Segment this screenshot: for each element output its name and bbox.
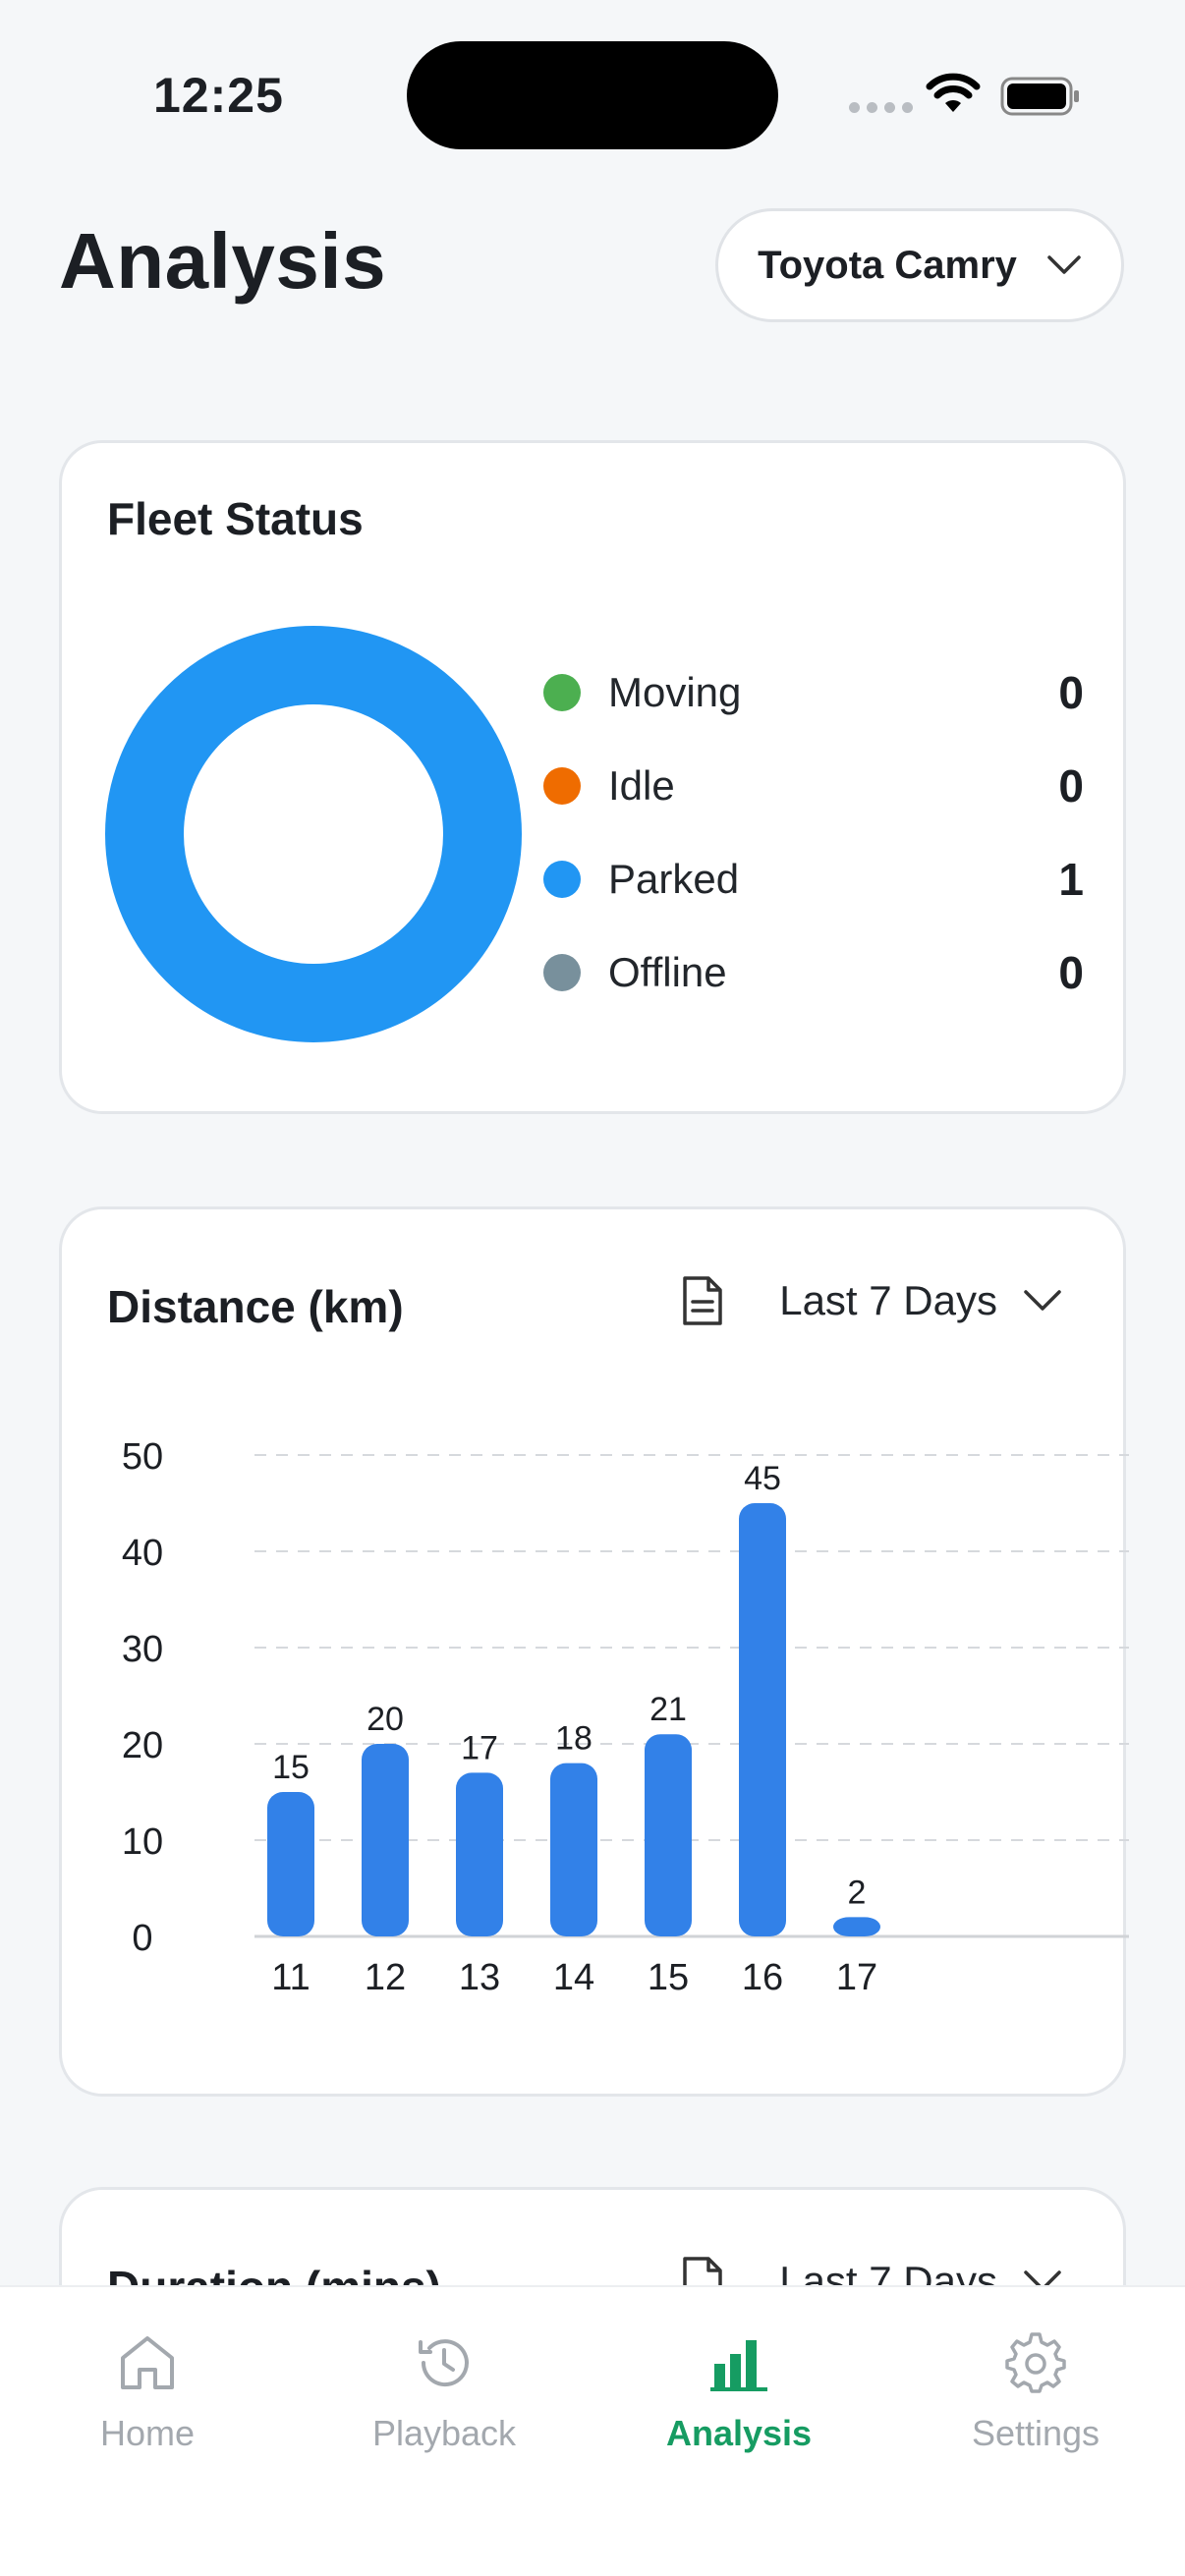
document-icon[interactable] <box>681 1274 724 1327</box>
bar-16 <box>739 1503 786 1936</box>
bar-value-label: 45 <box>744 1460 781 1497</box>
offline-status-dot <box>543 953 581 991</box>
wifi-icon <box>926 73 981 112</box>
bar-value-label: 21 <box>649 1691 687 1728</box>
parked-status-dot <box>543 860 581 898</box>
idle-status-dot <box>543 766 581 805</box>
x-tick-label: 14 <box>553 1957 594 1998</box>
tab-label: Settings <box>971 2413 1100 2453</box>
legend-value: 1 <box>1058 853 1084 905</box>
legend-row-moving: Moving 0 <box>543 645 1094 739</box>
donut-segment-parked <box>105 626 522 1042</box>
moving-status-dot <box>543 673 581 711</box>
x-tick-label: 16 <box>742 1957 783 1998</box>
fleet-legend: Moving 0 Idle 0 Parked 1 Offline 0 <box>543 645 1094 1019</box>
x-tick-label: 11 <box>271 1957 310 1998</box>
legend-row-idle: Idle 0 <box>543 739 1094 832</box>
bar-value-label: 17 <box>461 1729 498 1766</box>
bottom-tab-bar: Home Playback Analysis Settin <box>0 2285 1185 2576</box>
vehicle-name: Toyota Camry <box>758 243 1017 287</box>
bar-chart-icon <box>710 2340 767 2391</box>
tab-label: Analysis <box>665 2413 813 2453</box>
fleet-status-title: Fleet Status <box>107 493 364 544</box>
legend-value: 0 <box>1058 666 1084 718</box>
y-tick-label: 40 <box>122 1533 163 1574</box>
legend-label: Moving <box>608 668 742 715</box>
x-tick-label: 15 <box>648 1957 689 1998</box>
page-title: Analysis <box>59 217 387 305</box>
legend-value: 0 <box>1058 759 1084 812</box>
fleet-donut-chart <box>105 626 522 1042</box>
x-tick-label: 17 <box>836 1957 877 1998</box>
bar-14 <box>550 1763 597 1936</box>
distance-range-selector[interactable]: Last 7 Days <box>681 1274 1062 1327</box>
legend-label: Parked <box>608 855 740 902</box>
status-time: 12:25 <box>153 68 284 123</box>
bar-value-label: 15 <box>272 1749 310 1786</box>
dynamic-island <box>407 41 778 149</box>
bar-15 <box>645 1734 692 1936</box>
bar-12 <box>362 1744 409 1936</box>
distance-card: 0 10 20 30 40 50 15 11 20 12 17 13 18 14 21 15 45 16 2 17 D… <box>59 1206 1129 2097</box>
x-tick-label: 12 <box>365 1957 406 1998</box>
legend-row-parked: Parked 1 <box>543 832 1094 925</box>
tab-analysis[interactable]: Analysis <box>592 2330 886 2454</box>
tab-label: Home <box>99 2413 196 2453</box>
legend-label: Offline <box>608 948 727 995</box>
tab-home[interactable]: Home <box>0 2330 295 2454</box>
home-icon <box>121 2336 174 2389</box>
chevron-down-icon <box>1047 255 1081 274</box>
signal-icon <box>849 102 913 113</box>
bar-11 <box>267 1792 314 1936</box>
tab-settings[interactable]: Settings <box>888 2330 1183 2454</box>
y-tick-label: 0 <box>132 1918 152 1959</box>
y-tick-label: 50 <box>122 1436 163 1478</box>
history-icon <box>419 2339 469 2387</box>
tab-label: Playback <box>371 2413 517 2453</box>
vehicle-selector[interactable]: Toyota Camry <box>715 208 1124 322</box>
chevron-down-icon <box>1024 1290 1061 1311</box>
legend-label: Idle <box>608 761 675 809</box>
y-tick-label: 20 <box>122 1725 163 1766</box>
distance-title: Distance (km) <box>107 1281 404 1332</box>
legend-row-offline: Offline 0 <box>543 925 1094 1019</box>
bar-value-label: 2 <box>848 1874 867 1911</box>
bar-value-label: 20 <box>367 1701 404 1738</box>
bar-13 <box>456 1772 503 1936</box>
legend-value: 0 <box>1058 946 1084 998</box>
x-tick-label: 13 <box>459 1957 500 1998</box>
bar-value-label: 18 <box>555 1720 592 1758</box>
battery-icon <box>1000 77 1079 116</box>
bar-17 <box>833 1917 880 1936</box>
distance-range-label: Last 7 Days <box>779 1277 997 1323</box>
y-tick-label: 30 <box>122 1629 163 1670</box>
distance-bar-chart: 0 10 20 30 40 50 15 11 20 12 17 13 18 14 21 15 45 16 2 17 <box>122 1436 1129 1998</box>
gear-icon <box>1005 2332 1066 2393</box>
y-tick-label: 10 <box>122 1821 163 1863</box>
fleet-status-card: Fleet Status Moving 0 Idle 0 Parked 1 <box>59 440 1126 1114</box>
tab-playback[interactable]: Playback <box>297 2330 592 2454</box>
